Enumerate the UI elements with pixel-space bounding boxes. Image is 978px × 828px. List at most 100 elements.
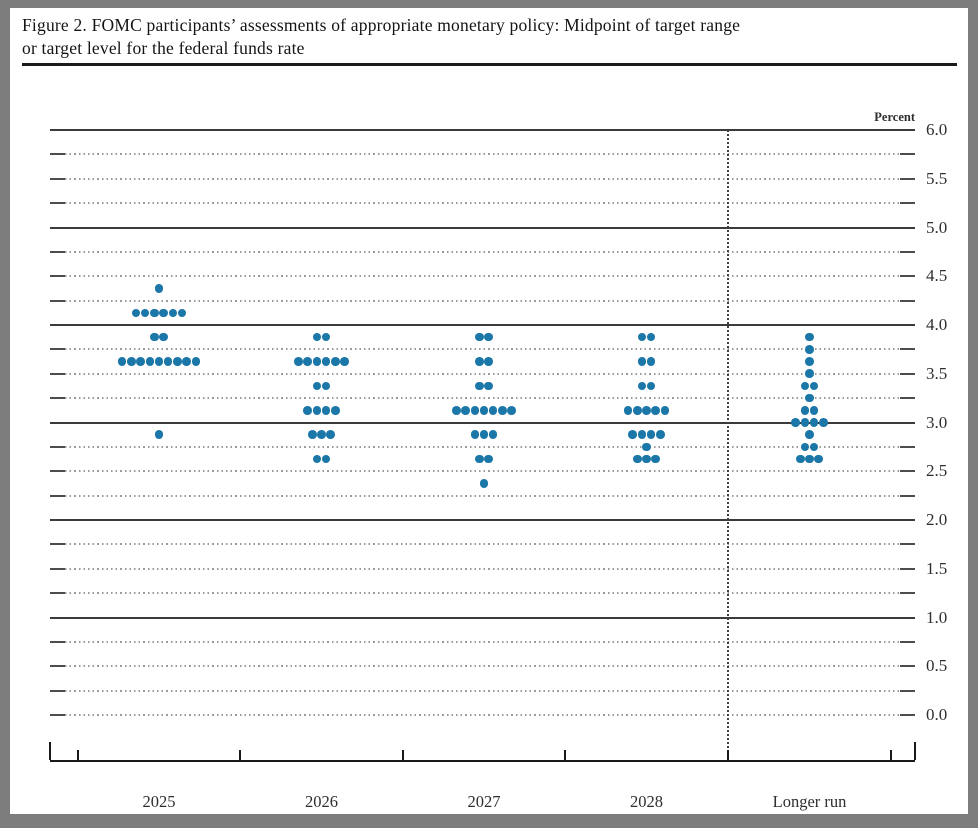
projection-dot	[484, 454, 493, 464]
projection-dot	[805, 369, 814, 379]
gridline-right-tick	[900, 714, 915, 716]
gridline-right-tick	[900, 250, 915, 253]
projection-dot	[484, 381, 493, 391]
projection-dot	[452, 406, 461, 415]
gridline-left-tick	[50, 445, 65, 448]
gridline-right-tick	[900, 372, 915, 375]
gridline-right-tick	[900, 153, 915, 156]
projection-dot	[154, 430, 164, 439]
projection-dot	[488, 406, 498, 415]
projection-dot	[809, 406, 819, 415]
projection-dot	[470, 406, 480, 415]
projection-dot	[637, 381, 647, 391]
projection-dot	[312, 454, 322, 464]
projection-dot	[642, 406, 651, 415]
projection-dot	[800, 442, 810, 452]
projection-dot	[628, 430, 637, 439]
gridline-dotted	[65, 470, 900, 473]
figure-title-line2: or target level for the federal funds ra…	[22, 38, 305, 58]
projection-dot	[154, 284, 164, 293]
x-axis-tick	[564, 750, 566, 760]
projection-dot	[637, 430, 647, 439]
gridline-right-tick	[900, 689, 915, 692]
projection-dot	[163, 357, 173, 366]
gridline-dotted	[65, 445, 900, 448]
category-label: 2027	[467, 792, 501, 811]
gridline-left-tick	[50, 567, 65, 570]
projection-dot	[805, 430, 814, 439]
projection-dot	[340, 357, 349, 366]
x-axis-tick	[77, 750, 79, 760]
title-divider-rule	[22, 63, 957, 66]
gridline-left-tick	[50, 470, 65, 473]
gridline-dotted	[65, 714, 900, 716]
gridline-right-tick	[900, 665, 915, 668]
projection-dot	[642, 454, 651, 464]
gridline-left-tick	[50, 640, 65, 643]
projection-dot	[312, 357, 322, 366]
projection-dot	[154, 357, 164, 366]
gridline-left-tick	[50, 250, 65, 253]
projection-dot	[660, 406, 670, 415]
projection-dot	[805, 454, 814, 464]
projection-dot	[805, 345, 814, 354]
projection-dot	[791, 418, 800, 427]
y-tick-label: 5.0	[926, 217, 948, 237]
x-axis-tick	[890, 750, 892, 760]
gridline-dotted	[65, 397, 900, 400]
projection-dot	[321, 454, 331, 464]
y-tick-label: 6.0	[926, 120, 948, 139]
category-label: 2026	[305, 792, 338, 811]
gridline-solid	[50, 519, 915, 521]
projection-dot	[805, 393, 814, 403]
projection-dot	[321, 381, 331, 391]
gridline-left-tick	[50, 177, 65, 180]
gridline-dotted	[65, 153, 900, 156]
projection-dot	[479, 479, 489, 488]
projection-dot	[312, 406, 322, 415]
gridline-left-tick	[50, 665, 65, 668]
projection-dot	[150, 332, 159, 342]
projection-dot	[805, 357, 814, 366]
gridline-right-tick	[900, 177, 915, 180]
projection-dot	[646, 332, 656, 342]
gridline-right-tick	[900, 445, 915, 448]
y-tick-label: 3.5	[926, 363, 948, 383]
x-axis-line	[50, 760, 915, 762]
projection-dot	[656, 430, 665, 439]
gridline-dotted	[65, 640, 900, 643]
x-axis-corner-tick	[49, 742, 51, 760]
longer-run-separator	[727, 130, 729, 760]
projection-dot	[117, 357, 127, 366]
projection-dot	[507, 406, 516, 415]
projection-dot	[182, 357, 191, 366]
projection-dot	[140, 308, 150, 318]
y-tick-label: 0.0	[926, 705, 948, 724]
projection-dot	[136, 357, 145, 366]
y-tick-label: 4.5	[926, 266, 948, 286]
projection-dot	[651, 406, 660, 415]
category-label: 2028	[630, 792, 663, 811]
gridline-right-tick	[900, 543, 915, 546]
gridline-dotted	[65, 567, 900, 570]
gridline-right-tick	[900, 275, 915, 278]
gridline-dotted	[65, 592, 900, 595]
projection-dot	[814, 454, 823, 464]
dot-plot-chart: 6.0 5.5 5.0 4.5 4.0 3.5 3.0 2.5 2.0 1.5 1.0 0.5 0.0 2…	[10, 8, 968, 814]
gridline-left-tick	[50, 592, 65, 595]
projection-dot	[633, 406, 642, 415]
gridline-left-tick	[50, 299, 65, 302]
projection-dot	[145, 357, 155, 366]
projection-dot	[127, 357, 136, 366]
projection-dot	[173, 357, 182, 366]
gridline-left-tick	[50, 153, 65, 156]
projection-dot	[303, 406, 312, 415]
projection-dot	[633, 454, 642, 464]
gridline-left-tick	[50, 494, 65, 497]
projection-dot	[131, 308, 141, 318]
gridline-right-tick	[900, 567, 915, 570]
x-axis-tick	[727, 750, 729, 760]
projection-dot	[177, 308, 187, 318]
category-label: Longer run	[772, 792, 847, 811]
